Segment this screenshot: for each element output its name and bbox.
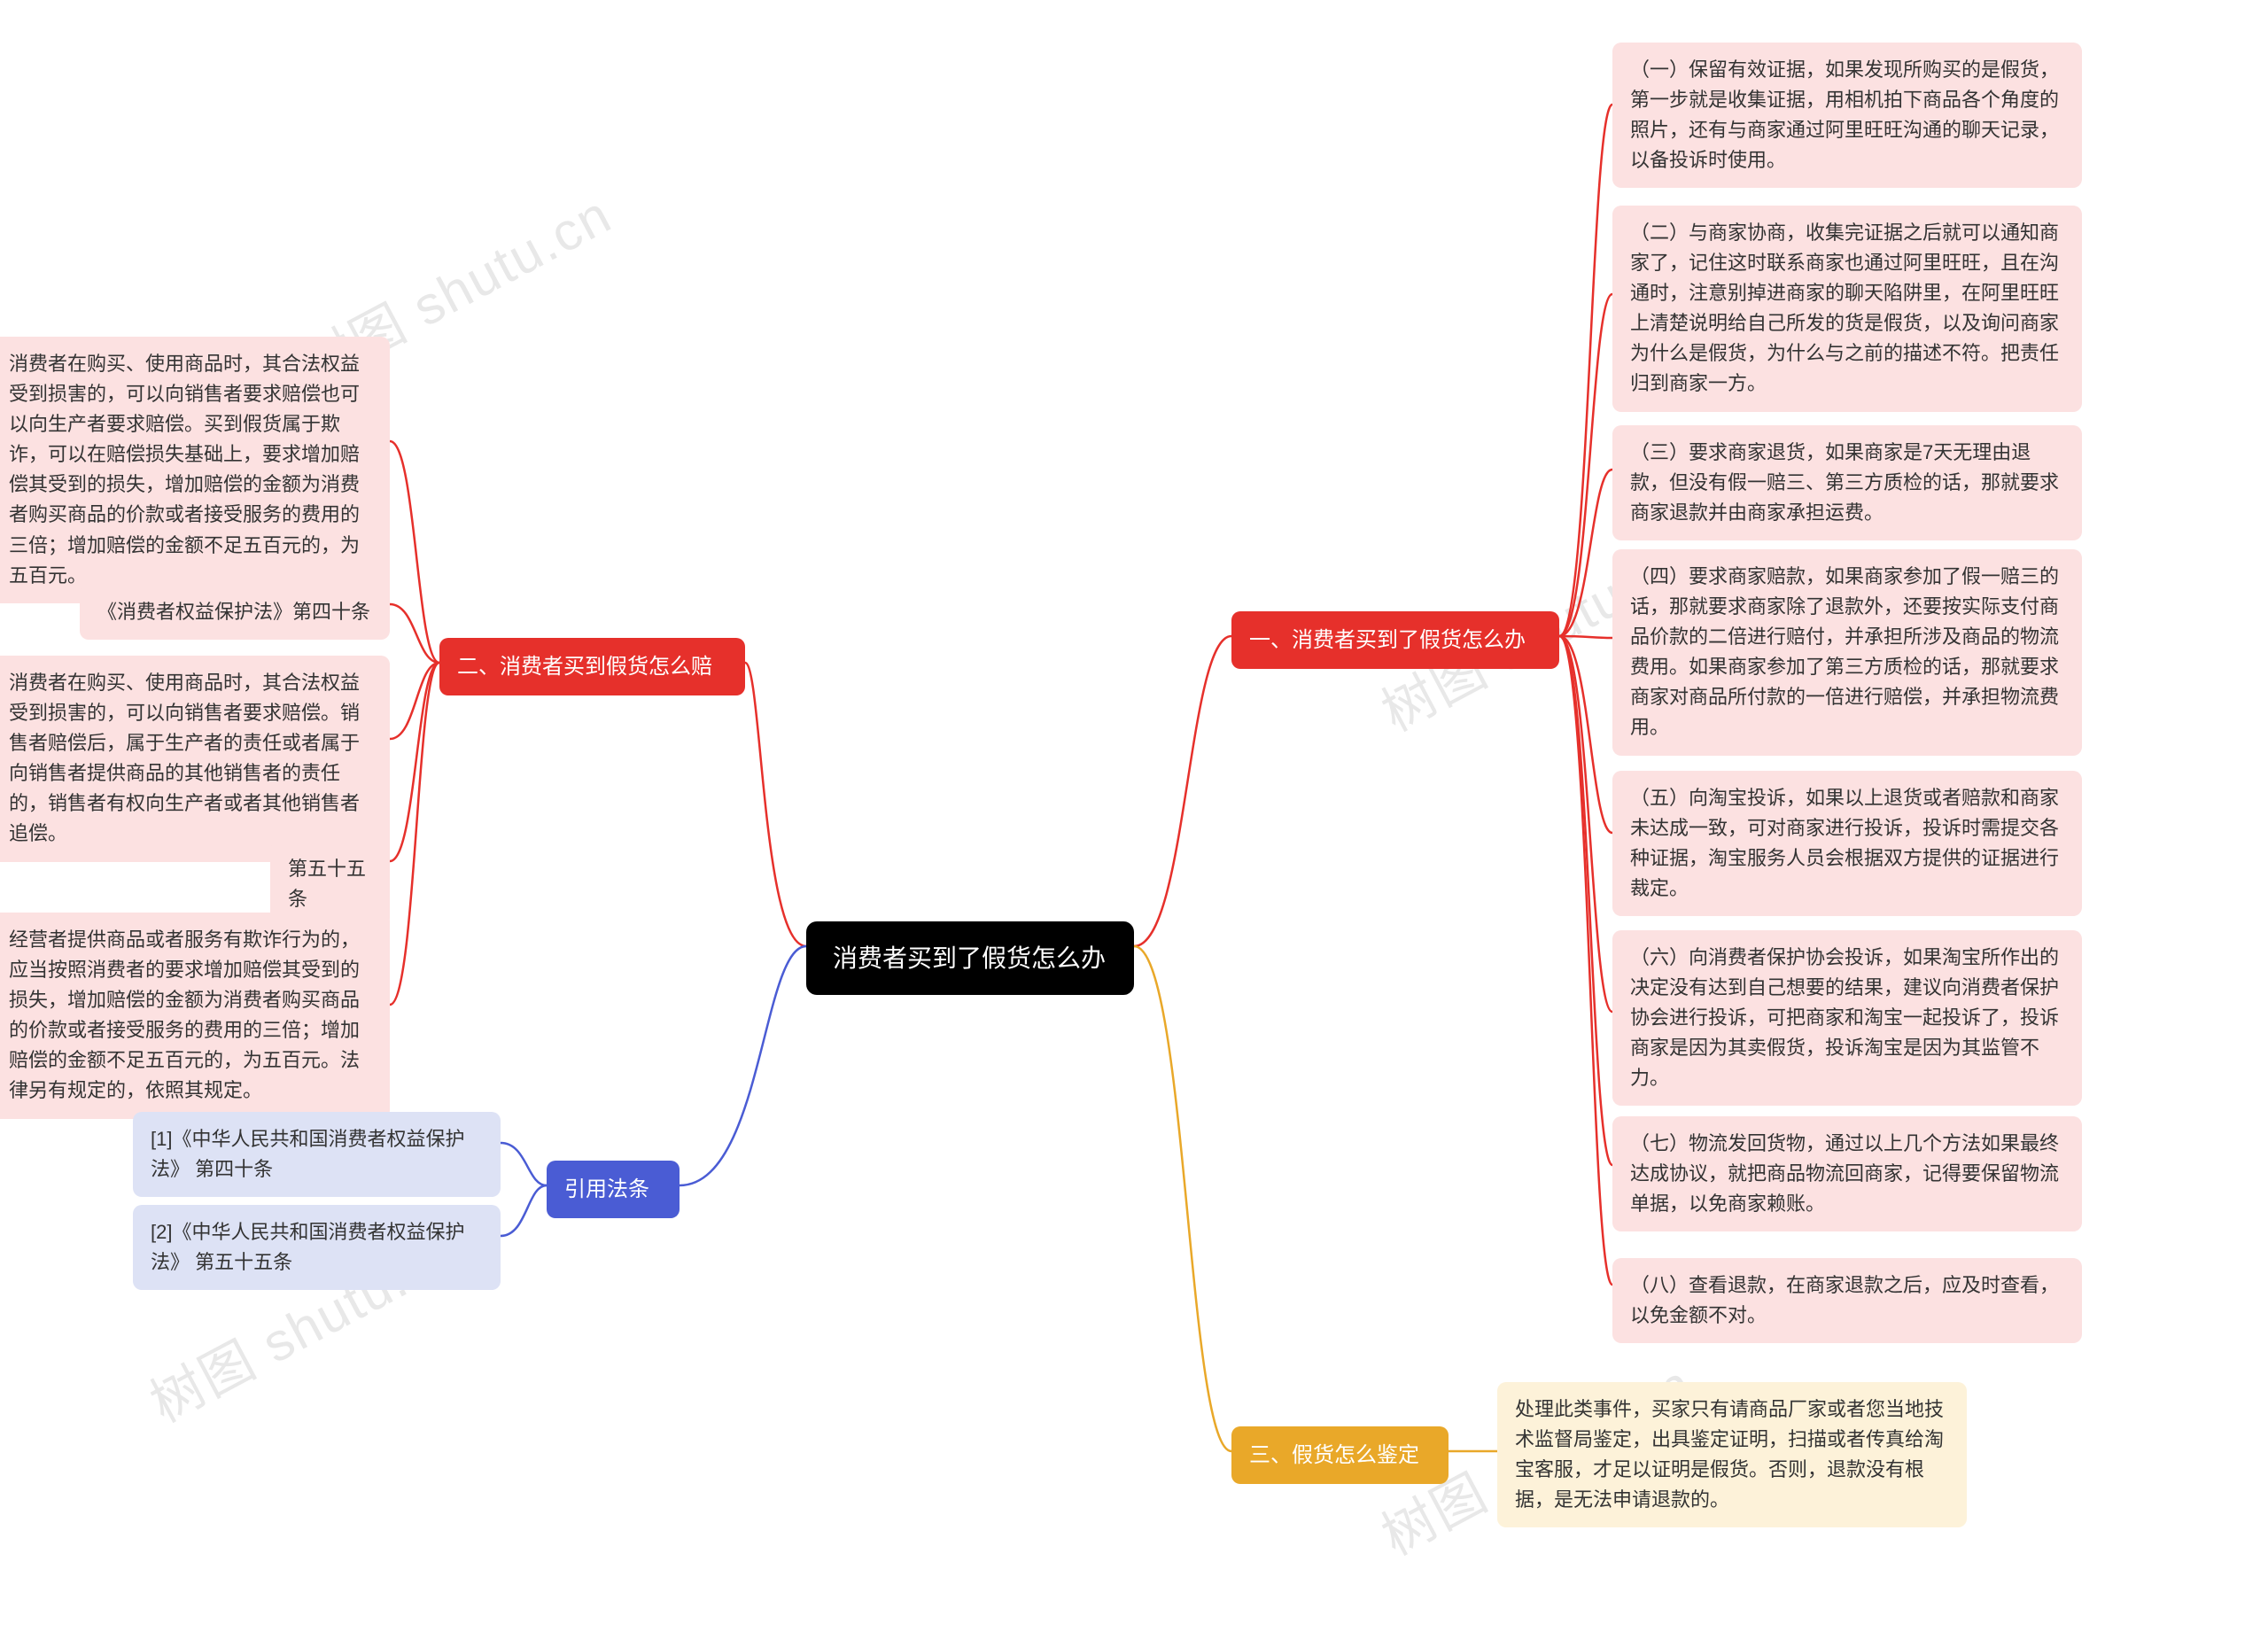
leaf-node[interactable]: 《消费者权益保护法》第四十条 <box>80 585 390 640</box>
leaf-node[interactable]: 消费者在购买、使用商品时，其合法权益受到损害的，可以向销售者要求赔偿也可以向生产… <box>0 337 390 603</box>
connector-edge <box>1559 105 1612 636</box>
leaf-node[interactable]: （七）物流发回货物，通过以上几个方法如果最终达成协议，就把商品物流回商家，记得要… <box>1612 1116 2082 1231</box>
connector-edge <box>1134 636 1231 946</box>
leaf-node[interactable]: 处理此类事件，买家只有请商品厂家或者您当地技术监督局鉴定，出具鉴定证明，扫描或者… <box>1497 1382 1967 1527</box>
connector-edge <box>390 663 439 1005</box>
leaf-node[interactable]: （一）保留有效证据，如果发现所购买的是假货，第一步就是收集证据，用相机拍下商品各… <box>1612 43 2082 188</box>
connector-edge <box>745 663 806 946</box>
connector-edge <box>1559 636 1612 1165</box>
connector-edge <box>1559 636 1612 833</box>
connector-edge <box>501 1185 547 1236</box>
leaf-node[interactable]: （六）向消费者保护协会投诉，如果淘宝所作出的决定没有达到自己想要的结果，建议向消… <box>1612 930 2082 1106</box>
root-node[interactable]: 消费者买到了假货怎么办 <box>806 921 1134 995</box>
branch-node-b3[interactable]: 引用法条 <box>547 1161 680 1218</box>
leaf-node[interactable]: 经营者提供商品或者服务有欺诈行为的，应当按照消费者的要求增加赔偿其受到的损失，增… <box>0 913 390 1119</box>
connector-edge <box>390 663 439 739</box>
connector-edge <box>1559 294 1612 636</box>
branch-node-b4[interactable]: 三、假货怎么鉴定 <box>1231 1426 1449 1484</box>
connector-edge <box>1559 636 1612 638</box>
leaf-node[interactable]: （五）向淘宝投诉，如果以上退货或者赔款和商家未达成一致，可对商家进行投诉，投诉时… <box>1612 771 2082 916</box>
connector-edge <box>390 663 439 861</box>
connector-edge <box>1134 946 1231 1451</box>
leaf-node[interactable]: 消费者在购买、使用商品时，其合法权益受到损害的，可以向销售者要求赔偿。销售者赔偿… <box>0 656 390 862</box>
leaf-node[interactable]: （四）要求商家赔款，如果商家参加了假一赔三的话，那就要求商家除了退款外，还要按实… <box>1612 549 2082 756</box>
connector-edge <box>1559 636 1612 1012</box>
connector-edge <box>1559 470 1612 636</box>
leaf-node[interactable]: （三）要求商家退货，如果商家是7天无理由退款，但没有假一赔三、第三方质检的话，那… <box>1612 425 2082 540</box>
connector-edge <box>390 441 439 663</box>
branch-node-b1[interactable]: 一、消费者买到了假货怎么办 <box>1231 611 1559 669</box>
leaf-node[interactable]: （二）与商家协商，收集完证据之后就可以通知商家了，记住这时联系商家也通过阿里旺旺… <box>1612 206 2082 412</box>
connector-edge <box>501 1143 547 1185</box>
connector-edge <box>1559 636 1612 1285</box>
connector-edge <box>680 946 806 1185</box>
connector-edge <box>390 604 439 663</box>
branch-node-b2[interactable]: 二、消费者买到假货怎么赔 <box>439 638 745 695</box>
leaf-node[interactable]: （八）查看退款，在商家退款之后，应及时查看，以免金额不对。 <box>1612 1258 2082 1343</box>
leaf-node[interactable]: [2]《中华人民共和国消费者权益保护法》 第五十五条 <box>133 1205 501 1290</box>
leaf-node[interactable]: [1]《中华人民共和国消费者权益保护法》 第四十条 <box>133 1112 501 1197</box>
